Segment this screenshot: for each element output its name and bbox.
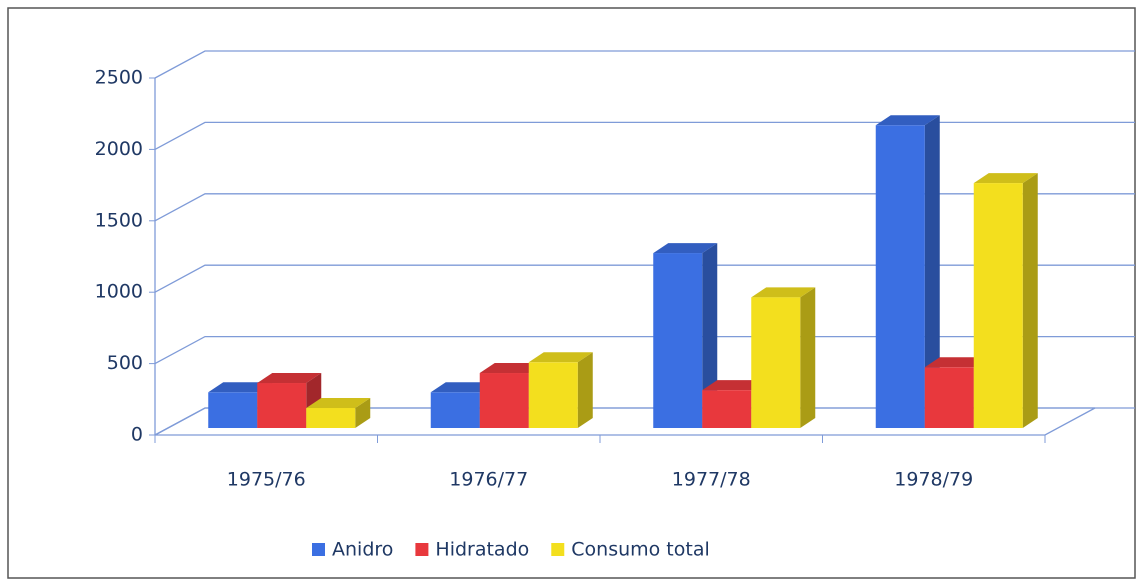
bar-front: [751, 297, 801, 428]
bar-top: [875, 115, 940, 126]
bar-top: [973, 173, 1038, 184]
bar-front: [875, 125, 925, 428]
bar-side: [355, 398, 371, 428]
bar-top: [653, 243, 718, 254]
bar-front: [973, 183, 1023, 428]
frame: [7, 7, 1136, 579]
bar-top: [208, 382, 273, 393]
y-tick-label: 500: [107, 352, 143, 374]
x-tick-label: 1975/76: [227, 469, 306, 491]
y-tick-label: 2000: [95, 138, 143, 160]
grid-line: [154, 335, 1135, 365]
legend-swatch: [415, 543, 429, 556]
legend-swatch: [551, 543, 565, 556]
bar-top: [306, 398, 371, 409]
bar-front: [528, 362, 578, 428]
y-tick-label: 2500: [95, 67, 143, 89]
bar-side: [800, 287, 816, 428]
bar-top: [528, 352, 593, 363]
bar: [973, 173, 1038, 428]
grid-line: [154, 264, 1135, 293]
grid-line: [154, 193, 1135, 222]
x-tick-label: 1977/78: [672, 469, 751, 491]
bar-front: [257, 383, 307, 428]
legend-label: Hidratado: [435, 539, 529, 561]
bar-front: [306, 408, 356, 428]
legend-swatch: [312, 543, 325, 556]
bar-side: [924, 115, 940, 428]
grid-line: [154, 407, 1135, 436]
y-tick-label: 1000: [95, 281, 143, 303]
bar-front: [208, 392, 258, 428]
bar: [875, 115, 940, 428]
bar-front: [430, 392, 480, 428]
bar: [528, 352, 593, 428]
bar-front: [479, 373, 529, 428]
bar: [653, 243, 718, 428]
bar-top: [702, 380, 767, 391]
grid-line: [154, 50, 1135, 79]
bar-front: [653, 253, 703, 428]
bar-side: [702, 243, 718, 428]
bar-top: [479, 363, 544, 374]
bar: [751, 287, 816, 428]
bar-side: [1022, 173, 1038, 428]
bar-top: [257, 373, 322, 384]
bar-top: [924, 357, 989, 368]
x-tick-label: 1976/77: [449, 469, 528, 491]
bar: [306, 398, 371, 428]
bar-top: [751, 287, 816, 298]
y-tick-label: 1500: [95, 209, 143, 231]
bar-side: [577, 352, 593, 428]
legend-label: Anidro: [332, 539, 393, 561]
grid-line: [154, 121, 1135, 150]
x-tick-label: 1978/79: [894, 469, 973, 491]
bar-front: [702, 390, 752, 428]
y-tick-label: 0: [131, 424, 143, 446]
legend-label: Consumo total: [571, 539, 710, 561]
bar-top: [430, 382, 495, 393]
bar-front: [924, 367, 974, 428]
